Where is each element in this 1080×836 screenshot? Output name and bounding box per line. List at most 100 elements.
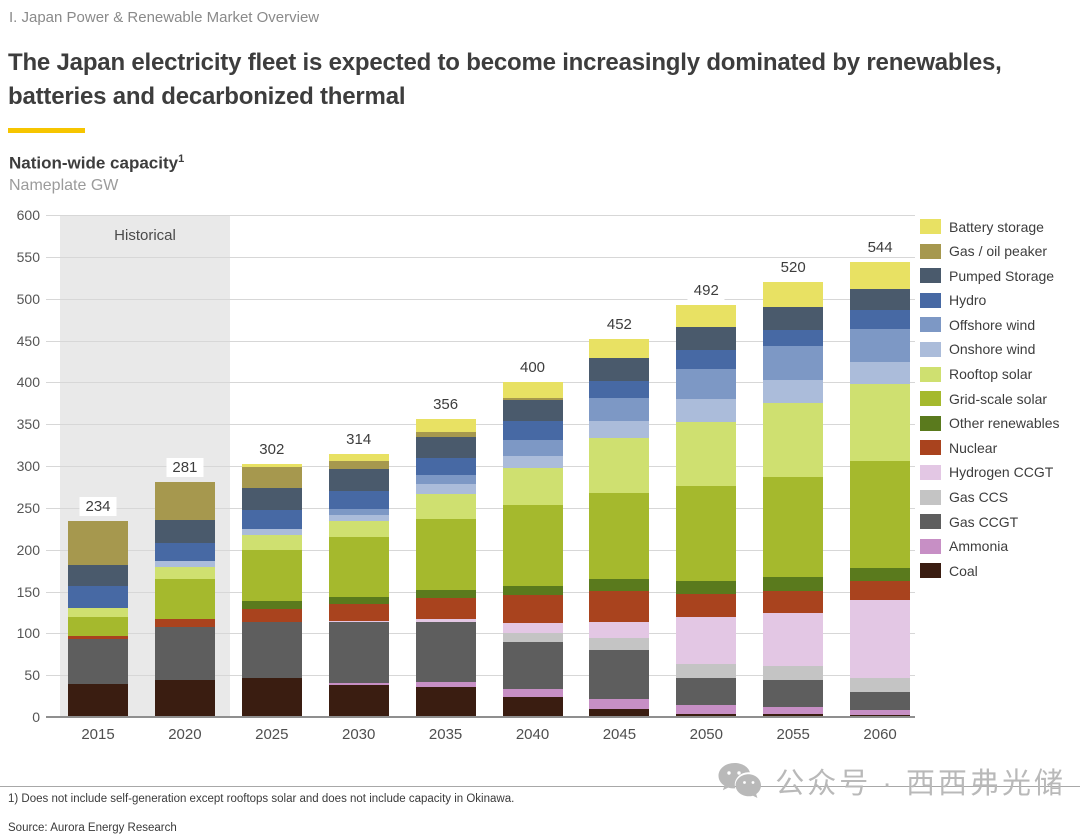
- footer-divider: [0, 786, 1080, 787]
- bar-segment-gas-oil-peaker: [154, 481, 215, 521]
- legend-swatch: [920, 292, 941, 308]
- bar-segment-nuclear: [328, 604, 389, 621]
- bar-segment-ammonia: [676, 705, 737, 714]
- bar-segment-onshore-wind: [850, 362, 911, 385]
- source-note: Source: Aurora Energy Research: [8, 822, 177, 834]
- bar-segment-hydro: [241, 510, 302, 529]
- bar-segment-offshore-wind: [763, 346, 824, 380]
- legend-item-gas-ccs: Gas CCS: [920, 489, 1060, 505]
- x-axis-line: [46, 716, 915, 718]
- bar-segment-hydro: [589, 380, 650, 399]
- bar-segment-pumped-storage: [241, 487, 302, 511]
- bar-segment-offshore-wind: [850, 328, 911, 363]
- page-title: The Japan electricity fleet is expected …: [8, 49, 1002, 110]
- bar-segment-hydrogen-ccgt: [328, 620, 389, 623]
- gridline: [46, 591, 915, 593]
- bar-segment-other-renewables: [763, 577, 824, 591]
- gridline: [46, 215, 915, 216]
- legend-swatch: [920, 415, 941, 431]
- legend-item-gas-oil-peaker: Gas / oil peaker: [920, 243, 1060, 259]
- bar-segment-onshore-wind: [241, 528, 302, 536]
- bar-segment-other-renewables: [589, 578, 650, 591]
- x-axis-label: 2055: [776, 726, 810, 743]
- bar-segment-rooftop-solar: [589, 438, 650, 493]
- bar-segment-battery-storage: [763, 281, 824, 308]
- bar-segment-grid-scale-solar: [68, 617, 128, 636]
- bar-segment-grid-scale-solar: [241, 549, 302, 601]
- breadcrumb: I. Japan Power & Renewable Market Overvi…: [9, 9, 320, 26]
- bar-total-label: 314: [340, 430, 378, 450]
- legend-swatch: [920, 538, 941, 554]
- bar-segment-pumped-storage: [154, 520, 215, 543]
- bar-segment-battery-storage: [415, 419, 476, 432]
- bar-segment-grid-scale-solar: [589, 492, 650, 579]
- bar-total-label: 452: [600, 314, 638, 334]
- legend-item-coal: Coal: [920, 562, 1060, 579]
- x-axis-label: 2040: [515, 726, 550, 743]
- chart-title-footnote-ref: 1: [178, 153, 185, 165]
- bar-segment-pumped-storage: [676, 327, 737, 350]
- bar-segment-coal: [68, 683, 128, 717]
- legend-item-other-renewables: Other renewables: [920, 415, 1060, 431]
- bar-segment-gas-ccs: [502, 633, 563, 642]
- bar-segment-gas-oil-peaker: [241, 466, 302, 488]
- bar-segment-coal: [502, 696, 563, 717]
- bar-segment-nuclear: [850, 580, 911, 600]
- bar-segment-gas-ccs: [850, 677, 911, 692]
- legend-item-pumped-storage: Pumped Storage: [920, 268, 1060, 284]
- bar-segment-other-renewables: [241, 600, 302, 610]
- gridline: [46, 466, 915, 467]
- gridline: [46, 382, 915, 384]
- x-axis: 2015 2020 2025 2030 2035 2040 2045 2050 2055 2060: [46, 726, 915, 748]
- bar-segment-rooftop-solar: [154, 567, 215, 579]
- bar-segment-onshore-wind: [154, 561, 215, 568]
- y-axis-tick: 150: [16, 583, 40, 600]
- y-axis-tick: 450: [16, 332, 40, 349]
- bar-segment-battery-storage: [502, 382, 563, 399]
- bar-segment-pumped-storage: [415, 436, 476, 458]
- bar-segment-hydrogen-ccgt: [415, 619, 476, 623]
- gridline: [46, 633, 915, 635]
- x-axis-label: 2025: [255, 726, 289, 743]
- legend-swatch: [920, 219, 941, 234]
- bar-segment-coal: [589, 708, 650, 717]
- x-axis-label: 2045: [602, 726, 637, 743]
- x-axis-label: 2060: [863, 726, 897, 743]
- legend-swatch: [920, 268, 941, 284]
- bar-segment-nuclear: [415, 598, 476, 620]
- bar-segment-ammonia: [502, 688, 563, 697]
- legend-label: Coal: [949, 562, 978, 579]
- bar-segment-coal: [241, 677, 302, 717]
- bar-segment-coal: [154, 680, 215, 717]
- x-axis-label: 2030: [342, 726, 376, 743]
- x-axis-label: 2020: [168, 726, 202, 743]
- bar-segment-ammonia: [328, 682, 389, 686]
- bar-segment-other-renewables: [328, 596, 389, 605]
- bar-segment-coal: [328, 685, 389, 717]
- bar-segment-gas-ccgt: [676, 677, 737, 706]
- bar-segment-hydrogen-ccgt: [502, 623, 563, 634]
- bar-segment-gas-ccgt: [154, 626, 215, 681]
- legend-label: Nuclear: [949, 439, 998, 456]
- bar-segment-onshore-wind: [415, 484, 476, 495]
- bar-segment-gas-ccs: [763, 665, 824, 681]
- y-axis-tick: 500: [16, 290, 40, 307]
- bar-segment-grid-scale-solar: [676, 486, 737, 581]
- bar-segment-pumped-storage: [68, 564, 128, 587]
- bar-segment-hydro: [676, 349, 737, 369]
- x-axis-label: 2015: [81, 726, 115, 743]
- wechat-icon: [718, 763, 762, 798]
- legend-swatch: [920, 243, 941, 259]
- legend-item-gas-ccgt: Gas CCGT: [920, 514, 1060, 530]
- bar-segment-offshore-wind: [502, 440, 563, 456]
- bar-segment-nuclear: [154, 619, 215, 627]
- bar-segment-rooftop-solar: [763, 403, 824, 477]
- bar-segment-ammonia: [850, 710, 911, 716]
- bar-segment-pumped-storage: [328, 468, 389, 492]
- bar-segment-nuclear: [502, 594, 563, 624]
- footnote: 1) Does not include self-generation exce…: [8, 793, 515, 805]
- y-axis-tick: 350: [16, 416, 40, 433]
- historical-label: Historical: [114, 227, 176, 244]
- bar-segment-gas-ccs: [589, 638, 650, 651]
